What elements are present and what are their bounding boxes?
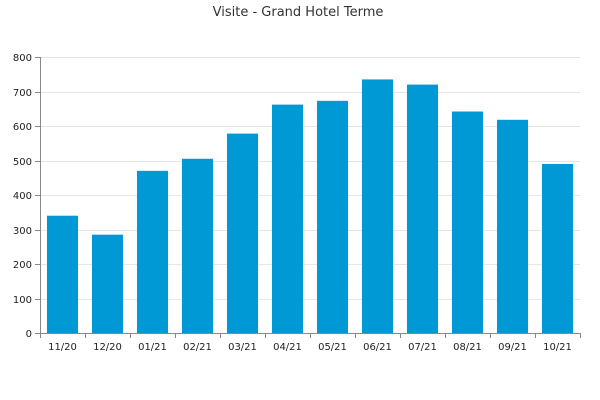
x-tick-label: 06/21	[363, 342, 392, 353]
y-tick-label: 100	[13, 295, 32, 306]
bar-03-21	[226, 133, 259, 333]
x-tick-label: 02/21	[183, 342, 212, 353]
bar-08-21	[451, 111, 484, 333]
bar-01-21	[136, 170, 169, 333]
x-tick-label: 11/20	[48, 342, 77, 353]
y-tick-label: 200	[13, 260, 32, 271]
y-tick-label: 400	[13, 191, 32, 202]
x-tick-label: 04/21	[273, 342, 302, 353]
bar-12-20	[91, 234, 124, 333]
x-tick-label: 07/21	[408, 342, 437, 353]
bar-06-21	[361, 79, 394, 333]
x-tick-label: 05/21	[318, 342, 347, 353]
bar-07-21	[406, 84, 439, 333]
bar-11-20	[46, 215, 79, 333]
bars	[46, 79, 574, 333]
y-tick-label: 600	[13, 122, 32, 133]
x-tick-label: 01/21	[138, 342, 167, 353]
bar-02-21	[181, 158, 214, 333]
y-tick-label: 0	[26, 329, 32, 340]
y-tick-label: 800	[13, 53, 32, 64]
chart-title: Visite - Grand Hotel Terme	[213, 5, 384, 20]
grid-lines	[40, 57, 580, 300]
x-tick-label: 09/21	[498, 342, 527, 353]
bar-09-21	[496, 119, 529, 333]
bar-10-21	[541, 163, 574, 333]
tick-labels: 0 100 200 300 400 500 600 700 800 11/20 12/20 01/21…	[13, 53, 572, 353]
x-tick-label: 10/21	[543, 342, 572, 353]
x-tick-label: 03/21	[228, 342, 257, 353]
y-tick-label: 500	[13, 157, 32, 168]
x-tick-label: 12/20	[93, 342, 122, 353]
y-tick-label: 700	[13, 88, 32, 99]
bar-04-21	[271, 104, 304, 333]
y-tick-label: 300	[13, 226, 32, 237]
axes	[35, 57, 581, 338]
x-tick-label: 08/21	[453, 342, 482, 353]
bar-05-21	[316, 100, 349, 333]
